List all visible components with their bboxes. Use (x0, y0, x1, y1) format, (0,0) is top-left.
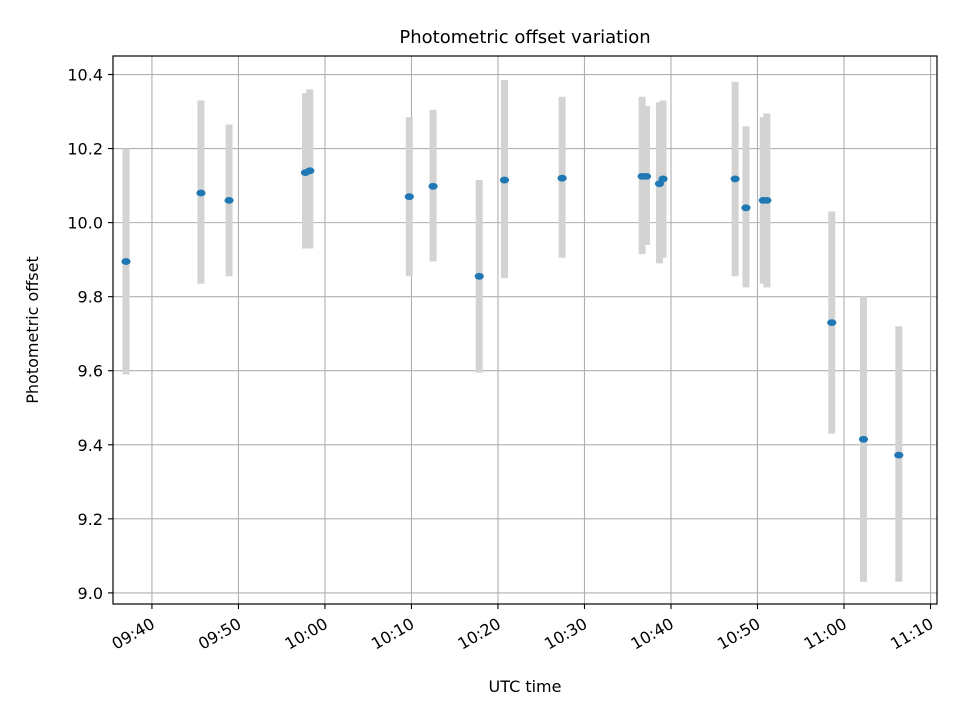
data-point (730, 175, 740, 183)
data-point (557, 174, 567, 182)
y-tick-label: 9.6 (78, 362, 103, 381)
y-tick-labels: 9.0 9.2 9.4 9.6 9.8 10.0 10.2 10.4 (67, 66, 103, 603)
data-point (196, 189, 206, 197)
data-point (121, 258, 131, 265)
data-point (762, 197, 772, 204)
y-tick-label: 9.8 (78, 288, 103, 307)
y-tick-label: 10.2 (67, 140, 103, 159)
plot-frame (112, 55, 938, 605)
data-point (741, 204, 751, 212)
data-point (404, 193, 414, 201)
data-point (894, 451, 904, 459)
y-tick-label: 10.4 (67, 66, 103, 85)
grid-lines (113, 56, 937, 604)
data-points (121, 167, 904, 459)
data-point (428, 182, 438, 190)
data-point (658, 175, 668, 183)
x-axis-label: UTC time (489, 677, 562, 696)
y-axis-label: Photometric offset (23, 256, 42, 404)
data-point (641, 172, 652, 180)
axis-ticks (108, 73, 932, 609)
y-tick-label: 10.0 (67, 214, 103, 233)
data-point (858, 435, 869, 443)
chart-title: Photometric offset variation (399, 27, 650, 48)
data-point (305, 167, 315, 175)
y-tick-label: 9.0 (78, 584, 103, 603)
y-tick-label: 9.2 (78, 510, 103, 529)
data-point (827, 319, 837, 326)
data-point (224, 197, 234, 204)
data-point (499, 176, 510, 184)
y-tick-label: 9.4 (78, 436, 103, 455)
data-point (474, 272, 484, 280)
